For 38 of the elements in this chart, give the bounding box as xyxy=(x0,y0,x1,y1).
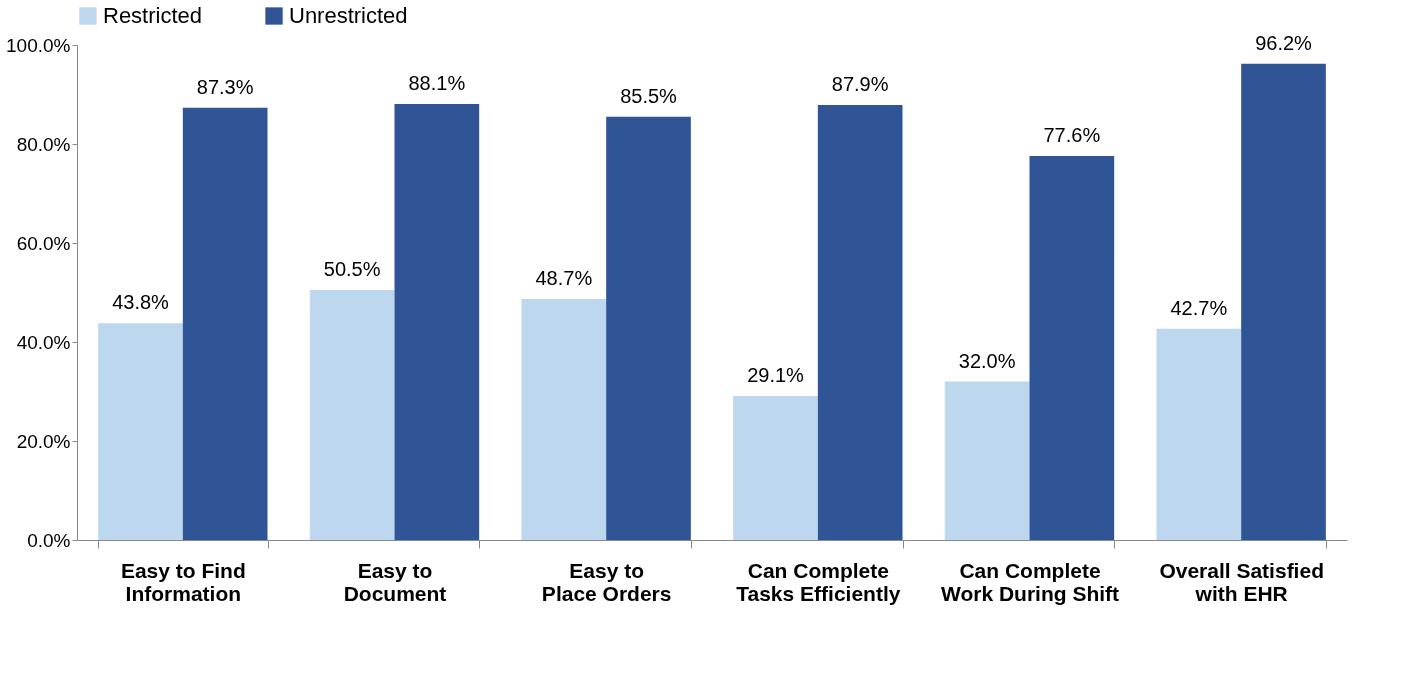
x-tick-label: Can Complete Work During Shift xyxy=(940,558,1120,605)
data-label: 50.5% xyxy=(323,258,381,281)
bar xyxy=(817,104,903,540)
x-tick-label: Easy to Find Information xyxy=(120,558,246,605)
data-label: 88.1% xyxy=(408,71,466,94)
bar xyxy=(521,298,607,540)
data-label: 96.2% xyxy=(1255,31,1313,54)
legend-label: Restricted xyxy=(103,3,203,28)
data-label: 87.9% xyxy=(831,72,889,95)
legend-label: Unrestricted xyxy=(289,3,408,28)
data-label: 42.7% xyxy=(1170,296,1228,319)
x-tick-label: Overall Satisfied with EHR xyxy=(1159,558,1324,605)
data-label: 48.7% xyxy=(535,266,593,289)
y-tick-label: 0.0% xyxy=(27,529,71,551)
y-tick-label: 80.0% xyxy=(16,133,71,155)
x-tick-label: Can Complete Tasks Efficiently xyxy=(736,558,901,605)
bar xyxy=(944,381,1030,540)
data-label: 85.5% xyxy=(620,84,678,107)
bar xyxy=(1029,155,1115,540)
y-tick-label: 100.0% xyxy=(6,34,71,56)
bar xyxy=(182,107,268,540)
bar xyxy=(394,103,480,540)
bar xyxy=(1156,328,1242,540)
data-label: 87.3% xyxy=(196,75,254,98)
y-tick-label: 60.0% xyxy=(16,232,71,254)
bar xyxy=(606,116,691,540)
data-label: 29.1% xyxy=(747,363,805,386)
data-label: 32.0% xyxy=(958,349,1016,372)
y-tick-label: 40.0% xyxy=(16,331,71,353)
bar xyxy=(733,395,818,540)
bar xyxy=(1241,63,1326,540)
x-tick-label: Easy to Document xyxy=(343,558,447,605)
x-tick-label: Easy to Place Orders xyxy=(541,558,672,605)
data-label: 43.8% xyxy=(112,291,170,314)
y-tick-label: 20.0% xyxy=(16,430,71,452)
bar xyxy=(98,323,183,540)
bar xyxy=(309,290,395,540)
data-label: 77.6% xyxy=(1043,123,1101,146)
